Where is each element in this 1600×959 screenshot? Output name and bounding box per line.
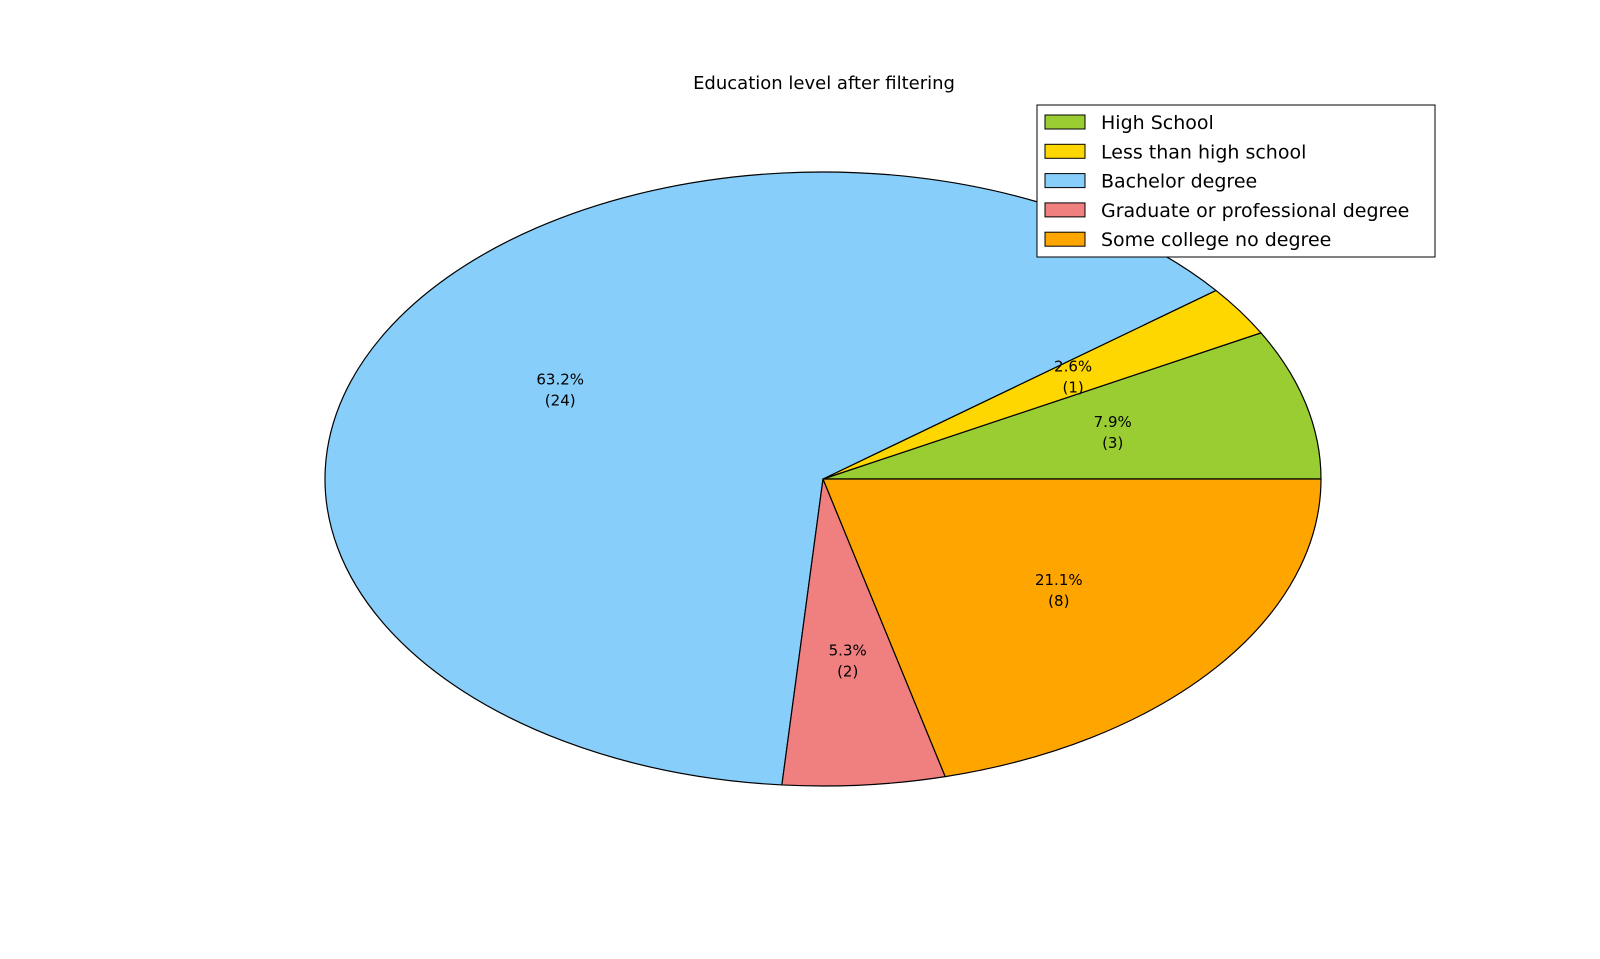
pie-slice-bachelor-degree [324,171,1217,786]
slice-label-high-school: 7.9% (3) [1094,413,1132,452]
slice-count-label: (3) [1102,434,1123,452]
pie-slices [324,171,1322,787]
slice-percent-label: 2.6% [1054,357,1092,375]
legend-frame [1036,104,1436,258]
legend-label-graduate-or-professional-degree: Graduate or professional degree [1101,200,1409,222]
slice-count-label: (8) [1048,592,1069,610]
legend-items: High School Less than high school Bachelor… [1044,112,1409,251]
pie-slice-graduate-or-professional-degree [781,478,946,787]
legend-swatch-high-school [1044,114,1086,130]
legend-swatch-some-college-no-degree [1044,231,1086,247]
pie-slice-high-school [822,332,1322,480]
slice-count-label: (2) [837,663,858,681]
slice-label-graduate-or-professional-degree: 5.3% (2) [829,642,867,681]
legend-label-bachelor-degree: Bachelor degree [1101,171,1257,193]
slice-labels: 7.9% (3) 2.6% (1) 63.2% (24) 5.3% (2) 21.1% (8) [536,357,1131,680]
chart-title: Education level after filtering [693,73,955,94]
slice-label-some-college-no-degree: 21.1% (8) [1035,571,1083,610]
slice-count-label: (24) [545,391,576,409]
legend-label-some-college-no-degree: Some college no degree [1101,229,1331,251]
slice-percent-label: 7.9% [1094,413,1132,431]
legend-swatch-graduate-or-professional-degree [1044,202,1086,218]
slice-percent-label: 5.3% [829,642,867,660]
legend-label-less-than-high-school: Less than high school [1101,141,1306,163]
slice-percent-label: 21.1% [1035,571,1083,589]
legend-swatch-bachelor-degree [1044,173,1086,189]
pie-slice-some-college-no-degree [822,478,1322,778]
legend-label-high-school: High School [1101,112,1214,134]
slice-percent-label: 63.2% [536,370,584,388]
slice-label-less-than-high-school: 2.6% (1) [1054,357,1092,396]
legend: High School Less than high school Bachelor… [1036,104,1436,258]
slice-count-label: (1) [1062,378,1083,396]
slice-label-bachelor-degree: 63.2% (24) [536,370,584,409]
legend-swatch-less-than-high-school [1044,143,1086,159]
